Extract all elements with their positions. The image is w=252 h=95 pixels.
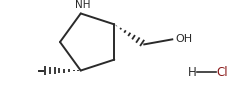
Text: H: H [188, 65, 196, 78]
Text: OH: OH [176, 34, 193, 44]
Text: NH: NH [75, 0, 90, 10]
Text: Cl: Cl [216, 65, 228, 78]
